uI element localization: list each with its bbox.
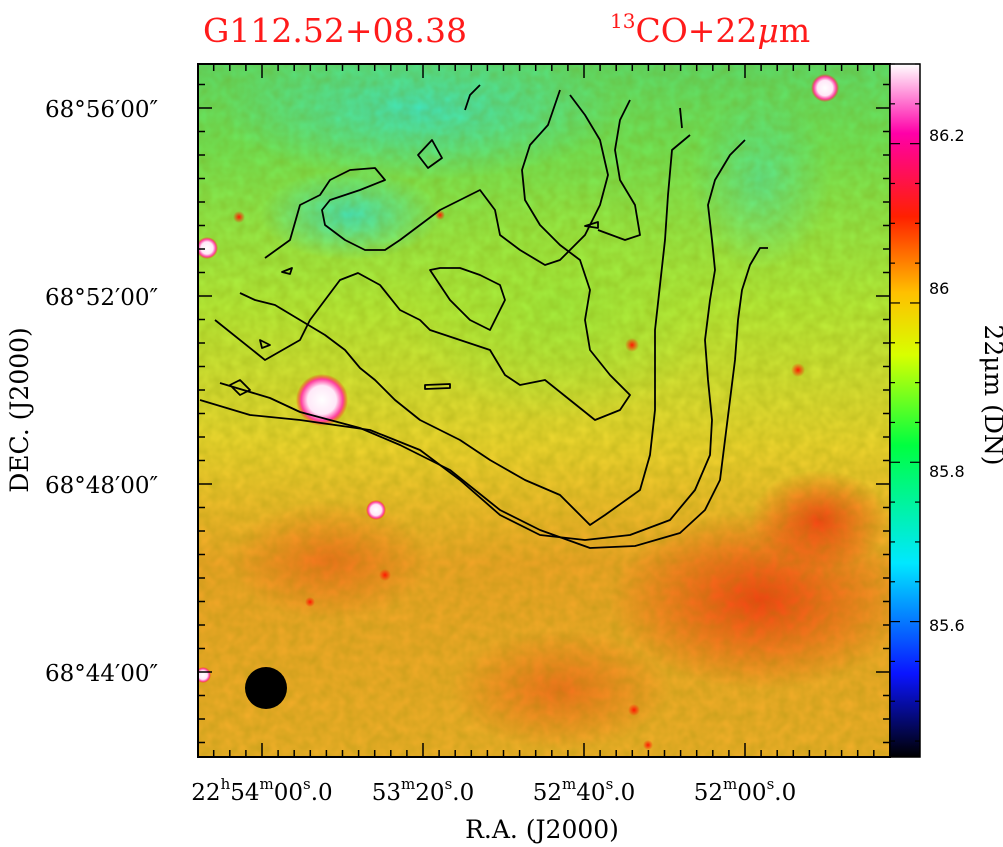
point-source bbox=[296, 374, 348, 426]
x-tick-fraction: .0 bbox=[613, 780, 635, 806]
intensity-map bbox=[198, 64, 890, 757]
point-source bbox=[198, 667, 211, 683]
colorbar: 86.2 86 85.8 85.6 22μm (DN) bbox=[889, 63, 1003, 758]
x-tick-label: 22h54m00s.0 bbox=[191, 775, 332, 806]
colorbar-title: 22μm (DN) bbox=[979, 324, 1003, 465]
x-tick-unit: m bbox=[723, 775, 737, 793]
colorbar-gradient bbox=[889, 63, 921, 758]
contour-line bbox=[259, 339, 271, 349]
colorbar-tick-label: 86 bbox=[929, 279, 949, 298]
x-tick-unit: m bbox=[401, 775, 415, 793]
contour-line bbox=[219, 247, 768, 549]
frame-ticks bbox=[198, 64, 891, 757]
contour-line bbox=[281, 267, 293, 275]
y-tick-label: 68°48′00″ bbox=[45, 473, 159, 499]
contour-line bbox=[239, 134, 691, 526]
y-tick-labels: 68°56′00″ 68°52′00″ 68°48′00″ 68°44′00″ bbox=[45, 97, 159, 687]
point-source bbox=[379, 569, 391, 581]
x-tick-labels: 22h54m00s.0 53m20s.0 52m40s.0 52m00s.0 bbox=[191, 775, 796, 806]
x-tick-label: 52m40s.0 bbox=[533, 775, 635, 806]
contour-line bbox=[199, 139, 746, 541]
x-axis-title: R.A. (J2000) bbox=[465, 815, 619, 844]
title-bands-tail: m bbox=[779, 11, 810, 50]
x-tick-minute: 53 bbox=[372, 780, 401, 806]
x-tick-fraction: .0 bbox=[311, 780, 333, 806]
point-source bbox=[366, 500, 386, 520]
y-tick-label: 68°52′00″ bbox=[45, 285, 159, 311]
x-tick-unit: m bbox=[562, 775, 576, 793]
y-tick-label: 68°56′00″ bbox=[45, 97, 159, 123]
title-bands: 13CO+22μm bbox=[610, 9, 810, 50]
point-source bbox=[791, 363, 805, 377]
point-source bbox=[305, 597, 315, 607]
contour-line bbox=[584, 221, 599, 229]
x-tick-label: 53m20s.0 bbox=[372, 775, 474, 806]
contour-line bbox=[417, 139, 443, 169]
x-tick-minute: 54 bbox=[230, 780, 259, 806]
point-source bbox=[625, 338, 639, 352]
x-tick-unit: m bbox=[260, 775, 274, 793]
colorbar-ticks bbox=[890, 63, 920, 742]
contour-line bbox=[214, 89, 631, 421]
x-tick-second: 00 bbox=[737, 780, 766, 806]
y-tick-label: 68°44′00″ bbox=[45, 661, 159, 687]
colorbar-tick-label: 85.6 bbox=[929, 616, 965, 635]
title-bands-mu: μ bbox=[757, 11, 778, 50]
contour-line bbox=[429, 267, 506, 331]
point-source bbox=[628, 704, 640, 716]
point-source bbox=[643, 740, 653, 750]
x-tick-unit: s bbox=[303, 775, 311, 793]
x-tick-second: 00 bbox=[274, 780, 303, 806]
x-tick-unit: s bbox=[445, 775, 453, 793]
x-tick-label: 52m00s.0 bbox=[694, 775, 796, 806]
colorbar-tick-label: 86.2 bbox=[929, 126, 965, 145]
contour-line bbox=[464, 84, 481, 111]
beam-marker bbox=[245, 667, 287, 709]
x-tick-second: 20 bbox=[415, 780, 444, 806]
contour-line bbox=[424, 383, 451, 390]
title-bands-main: CO+22 bbox=[635, 11, 757, 50]
co-contours bbox=[199, 84, 768, 549]
title-bands-sup: 13 bbox=[610, 9, 635, 33]
point-source bbox=[233, 211, 245, 223]
point-source bbox=[198, 237, 218, 259]
contour-line bbox=[679, 107, 683, 129]
y-axis-title: DEC. (J2000) bbox=[5, 327, 34, 493]
x-tick-fraction: .0 bbox=[452, 780, 474, 806]
x-tick-unit: s bbox=[606, 775, 614, 793]
x-tick-unit: s bbox=[767, 775, 775, 793]
contour-line bbox=[229, 379, 251, 396]
contour-line bbox=[597, 99, 641, 241]
x-tick-fraction: .0 bbox=[774, 780, 796, 806]
x-tick-minute: 52 bbox=[533, 780, 562, 806]
x-tick-unit: h bbox=[221, 775, 231, 793]
point-source bbox=[811, 74, 839, 102]
contour-line bbox=[264, 94, 609, 266]
title-source: G112.52+08.38 bbox=[203, 11, 467, 50]
x-tick-minute: 52 bbox=[694, 780, 723, 806]
x-tick-hour: 22 bbox=[191, 780, 220, 806]
colorbar-tick-label: 85.8 bbox=[929, 462, 965, 481]
x-tick-second: 40 bbox=[576, 780, 605, 806]
